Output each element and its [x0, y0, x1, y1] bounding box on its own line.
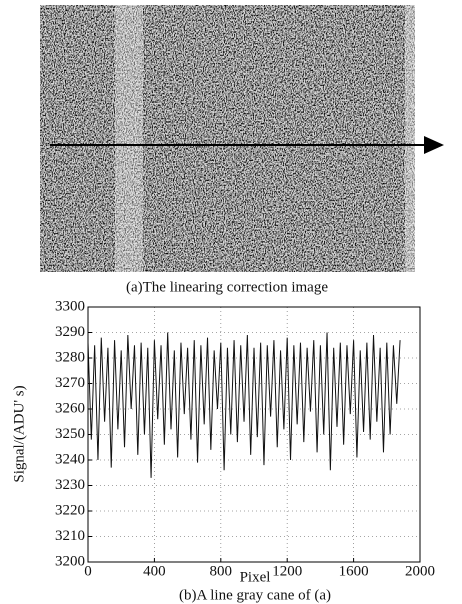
caption-a: (a)The linearing correction image: [126, 279, 328, 295]
y-tick-label: 3290: [55, 324, 85, 340]
x-tick-label: 2000: [405, 563, 435, 579]
x-tick-label: 800: [210, 563, 233, 579]
signal-line: [87, 332, 401, 478]
y-tick-label: 3260: [55, 400, 85, 416]
caption-b: (b)A line gray cane of (a): [179, 587, 331, 603]
y-tick-label: 3230: [55, 477, 85, 493]
y-tick-label: 3300: [55, 298, 85, 314]
y-tick-label: 3270: [55, 375, 85, 391]
x-tick-label: 1200: [272, 563, 302, 579]
y-tick-label: 3210: [55, 528, 85, 544]
x-axis-label: Pixel: [240, 569, 271, 585]
y-tick-label: 3220: [55, 502, 85, 518]
y-tick-label: 3250: [55, 426, 85, 442]
plot-frame: [87, 306, 421, 563]
image-a: [40, 5, 444, 272]
y-tick-label: 3280: [55, 349, 85, 365]
y-tick-label: 3240: [55, 451, 85, 467]
x-tick-label: 0: [84, 563, 92, 579]
y-tick-label: 3200: [55, 553, 85, 569]
x-tick-label: 400: [143, 563, 166, 579]
chart: 3200 3210 3220 3230 3240 3250 3260 3270 3280 3290…: [55, 298, 435, 579]
y-axis-label: Signal/(ADU' s): [11, 385, 27, 482]
x-tick-label: 1600: [339, 563, 369, 579]
